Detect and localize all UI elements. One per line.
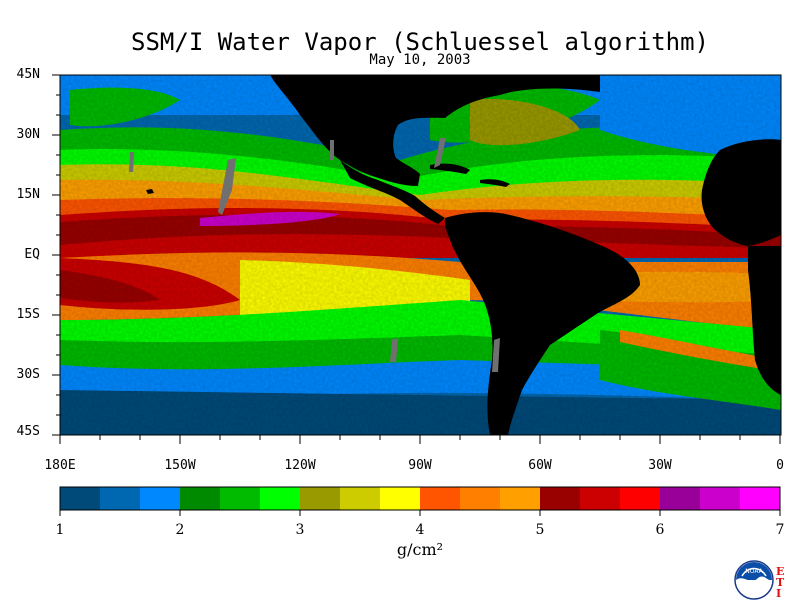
land-mask — [146, 75, 781, 435]
map-title: SSM/I Water Vapor (Schluessel algorithm) — [131, 28, 709, 56]
colorbar-swatch — [700, 487, 741, 510]
colorbar-swatch — [340, 487, 381, 510]
colorbar-label-6: 6 — [655, 522, 665, 538]
longitude-ticks — [59, 435, 781, 444]
colorbar-swatch — [540, 487, 581, 510]
lat-label-eq: EQ — [24, 247, 40, 262]
vapor-field — [60, 75, 781, 435]
lat-label-30n: 30N — [16, 127, 40, 142]
lon-label-180e: 180E — [44, 458, 76, 473]
lon-label-60w: 60W — [528, 458, 552, 473]
colorbar-label-1: 1 — [55, 522, 65, 538]
colorbar — [59, 486, 781, 511]
colorbar-swatch — [260, 487, 301, 510]
lat-label-45n: 45N — [16, 67, 40, 82]
colorbar-swatch — [300, 487, 341, 510]
colorbar-swatch — [620, 487, 661, 510]
lat-label-45s: 45S — [16, 424, 40, 439]
colorbar-swatch — [500, 487, 541, 510]
colorbar-label-5: 5 — [535, 522, 545, 538]
colorbar-label-3: 3 — [295, 522, 305, 538]
lon-label-120w: 120W — [284, 458, 316, 473]
lon-label-150w: 150W — [164, 458, 196, 473]
colorbar-swatch — [140, 487, 181, 510]
map-date: May 10, 2003 — [369, 52, 471, 68]
colorbar-label-7: 7 — [775, 522, 785, 538]
colorbar-label-4: 4 — [415, 522, 425, 538]
colorbar-label-2: 2 — [175, 522, 185, 538]
colorbar-swatch — [660, 487, 701, 510]
colorbar-swatch — [580, 487, 621, 510]
lat-label-15s: 15S — [16, 307, 40, 322]
colorbar-swatch — [180, 487, 221, 510]
eti-logo-text: ETI — [776, 565, 785, 600]
lon-label-30w: 30W — [648, 458, 672, 473]
colorbar-swatch — [60, 487, 101, 510]
colorbar-swatch — [380, 487, 421, 510]
lat-label-30s: 30S — [16, 367, 40, 382]
colorbar-swatch — [740, 487, 781, 510]
latitude-ticks — [52, 74, 60, 436]
colorbar-units: g/cm² — [396, 540, 444, 559]
colorbar-swatch — [460, 487, 501, 510]
eti-logo: ETI — [776, 566, 788, 600]
noaa-logo-text: NOAA — [745, 568, 763, 575]
noaa-logo: NOAA — [734, 560, 774, 600]
colorbar-swatch — [100, 487, 141, 510]
colorbar-swatch — [420, 487, 461, 510]
colorbar-swatch — [220, 487, 261, 510]
lon-label-0: 0 — [776, 458, 784, 473]
missing-swaths — [129, 138, 500, 372]
lat-label-15n: 15N — [16, 187, 40, 202]
colorbar-ticks — [59, 510, 781, 516]
lon-label-90w: 90W — [408, 458, 432, 473]
